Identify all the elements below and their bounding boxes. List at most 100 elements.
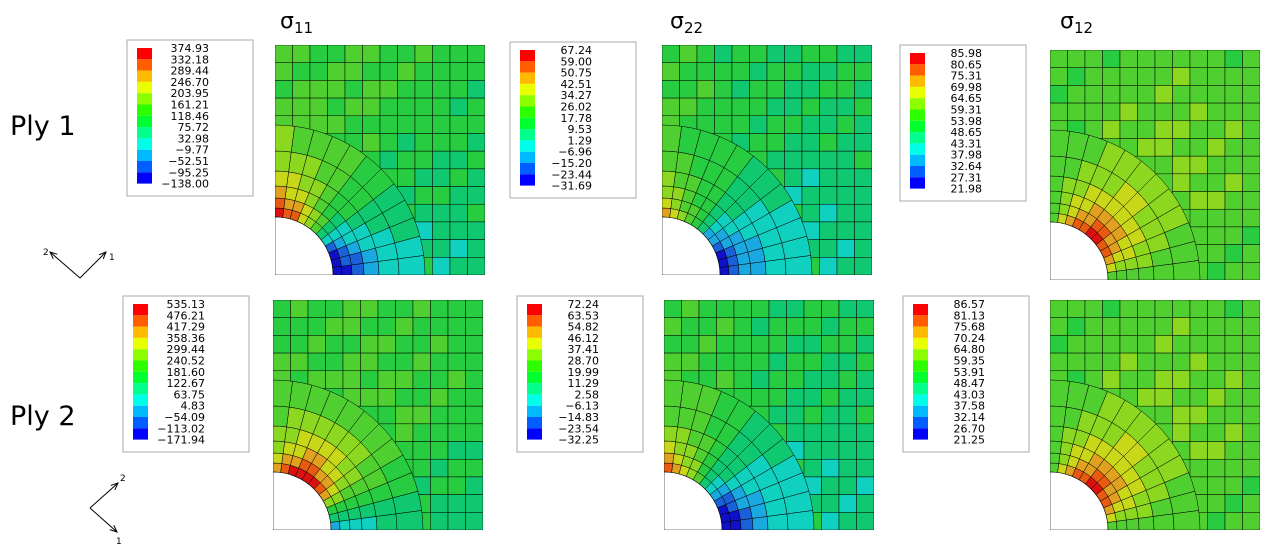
- legend-label: 63.53: [568, 309, 600, 322]
- mesh-cell: [379, 150, 398, 170]
- mesh-sector: [275, 170, 289, 188]
- mesh-cell: [292, 45, 311, 63]
- mesh-cell: [1084, 50, 1103, 68]
- mesh-cell: [327, 62, 346, 81]
- mesh-cell: [430, 512, 449, 530]
- legend-swatch: [137, 127, 152, 139]
- mesh-cell: [309, 80, 328, 99]
- mesh-cell: [292, 80, 311, 99]
- legend-swatch: [913, 394, 928, 406]
- legend-label: 17.78: [561, 112, 593, 125]
- mesh-cell: [325, 370, 344, 389]
- mesh-cell: [1224, 476, 1243, 495]
- mesh-cell: [1172, 85, 1191, 104]
- mesh-cell: [1137, 120, 1156, 139]
- symbol: σ: [670, 9, 684, 34]
- mesh-cell: [766, 133, 785, 152]
- mesh-cell: [465, 370, 483, 389]
- legend-label: 59.35: [954, 355, 986, 368]
- legend-swatch: [137, 48, 152, 60]
- mesh-cell: [819, 150, 838, 170]
- mesh-cell: [1224, 423, 1243, 442]
- mesh-cell: [1189, 155, 1208, 175]
- mesh-cell: [838, 317, 857, 336]
- mesh-cell: [1207, 191, 1226, 210]
- column-header: σ11: [280, 9, 313, 37]
- mesh-sector: [1050, 440, 1062, 454]
- mesh-cell: [749, 80, 768, 99]
- mesh-cell: [803, 441, 822, 460]
- mesh-cell: [731, 80, 750, 99]
- mesh-cell: [821, 458, 840, 478]
- mesh-sector: [719, 265, 730, 275]
- legend-swatch: [133, 371, 148, 384]
- mesh-cell: [467, 133, 485, 152]
- mesh-cell: [749, 45, 768, 63]
- mesh-cell: [432, 115, 451, 134]
- mesh-sector: [1137, 266, 1155, 280]
- mesh-cell: [465, 494, 483, 513]
- mesh-cell: [854, 115, 872, 134]
- mesh-cell: [1067, 67, 1086, 86]
- mesh-cell: [1102, 67, 1121, 86]
- mesh-cell: [377, 335, 396, 354]
- contour-plot: [664, 300, 874, 530]
- mesh-sector: [330, 520, 341, 530]
- mesh-cell: [467, 203, 485, 223]
- mesh-cell: [377, 352, 396, 372]
- mesh-cell: [1242, 102, 1260, 122]
- mesh-cell: [786, 300, 805, 318]
- mesh-sector: [339, 519, 351, 530]
- mesh-cell: [432, 133, 451, 152]
- mesh-cell: [467, 62, 485, 81]
- legend-label: 28.70: [568, 355, 600, 368]
- legend-label: −9.77: [175, 144, 209, 157]
- mesh-cell: [819, 133, 838, 152]
- mesh-cell: [379, 115, 398, 134]
- mesh-cell: [838, 335, 857, 354]
- legend-swatch: [133, 304, 148, 316]
- mesh-cell: [414, 186, 433, 205]
- mesh-cell: [766, 150, 785, 170]
- mesh-cell: [1137, 388, 1156, 407]
- mesh-cell: [432, 168, 451, 187]
- mesh-cell: [1242, 262, 1260, 280]
- mesh-cell: [412, 405, 431, 425]
- mesh-cell: [821, 352, 840, 372]
- mesh-sector: [749, 261, 767, 275]
- mesh-sector: [273, 452, 284, 464]
- mesh-cell: [307, 352, 326, 372]
- legend-label: 26.02: [561, 101, 593, 114]
- mesh-cell: [395, 300, 414, 318]
- mesh-cell: [465, 441, 483, 460]
- mesh-cell: [786, 423, 805, 442]
- mesh-cell: [414, 150, 433, 170]
- mesh-sector: [1050, 190, 1062, 204]
- mesh-cell: [749, 97, 768, 117]
- mesh-cell: [801, 150, 820, 170]
- mesh-cell: [838, 458, 857, 478]
- legend-swatch: [133, 337, 148, 350]
- mesh-cell: [679, 97, 698, 117]
- mesh-cell: [1137, 85, 1156, 104]
- mesh-cell: [430, 388, 449, 407]
- mesh-cell: [342, 335, 361, 354]
- symbol: σ: [280, 9, 294, 34]
- legend-swatch: [133, 326, 148, 338]
- legend-swatch: [910, 177, 925, 189]
- mesh-cell: [1067, 317, 1086, 336]
- mesh-cell: [854, 257, 872, 275]
- legend-label: 80.65: [951, 58, 983, 71]
- mesh-cell: [1207, 512, 1226, 530]
- mesh-cell: [414, 80, 433, 99]
- mesh-cell: [768, 352, 787, 372]
- mesh-cell: [1189, 335, 1208, 354]
- mesh-cell: [1207, 370, 1226, 389]
- mesh-cell: [1207, 85, 1226, 104]
- mesh-cell: [838, 352, 857, 372]
- mesh-cell: [467, 150, 485, 170]
- mesh-cell: [447, 352, 466, 372]
- mesh-cell: [819, 221, 838, 240]
- mesh-cell: [395, 388, 414, 407]
- legend-swatch: [137, 138, 152, 150]
